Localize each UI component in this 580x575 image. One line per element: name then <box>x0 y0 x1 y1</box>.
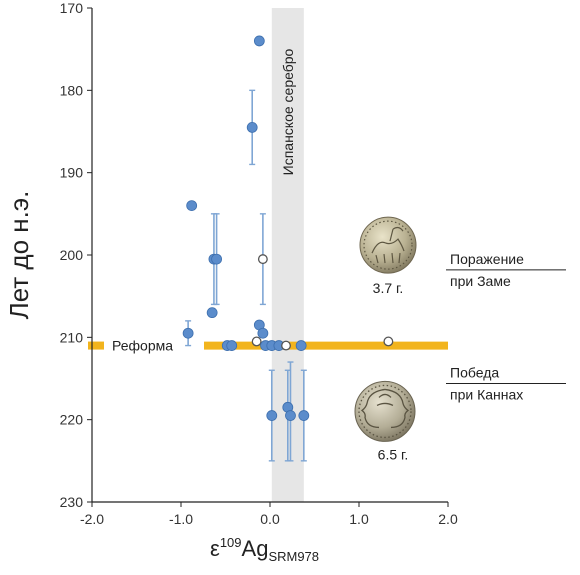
y-tick-label: 230 <box>60 494 84 510</box>
horses-outline <box>371 238 405 254</box>
coin-weight-label: 6.5 г. <box>378 446 409 462</box>
data-point-open <box>257 254 268 265</box>
janus-hair <box>376 393 394 407</box>
coin-disc <box>359 216 417 274</box>
x-label-element: Ag <box>242 536 269 561</box>
janus-left-face <box>360 388 386 429</box>
data-point <box>186 200 198 212</box>
x-tick-label: 2.0 <box>438 511 458 527</box>
x-axis-label: ε109AgSRM978 <box>210 535 319 564</box>
coin-rim <box>358 384 412 439</box>
x-ticks: -2.0 -1.0 0.0 1.0 2.0 <box>80 502 458 527</box>
event-cannae-line2: при Каннах <box>450 386 523 402</box>
x-tick-label: -1.0 <box>169 511 193 527</box>
janus-motif <box>358 384 412 439</box>
y-tick-label: 220 <box>60 412 84 428</box>
event-zama-line1: Поражение <box>450 251 524 267</box>
x-tick-label: 1.0 <box>349 511 369 527</box>
x-tick-label: -2.0 <box>80 511 104 527</box>
y-ticks: 170 180 190 200 210 220 230 <box>60 0 92 510</box>
x-label-epsilon: ε <box>210 536 220 561</box>
rider-figure <box>389 226 404 242</box>
event-cannae-line1: Победа <box>450 364 499 380</box>
data-point-open <box>251 336 262 347</box>
janus-head-coin-icon <box>354 380 416 442</box>
data-point <box>285 410 296 421</box>
x-tick-label: 0.0 <box>260 511 280 527</box>
data-point <box>257 327 269 339</box>
spanish-silver-label: Испанское серебро <box>280 48 296 175</box>
coin-rim <box>363 220 413 270</box>
y-tick-label: 190 <box>60 165 84 181</box>
data-point <box>298 410 310 421</box>
y-tick-label: 210 <box>60 329 84 345</box>
data-point <box>182 327 194 339</box>
data-point <box>211 253 223 265</box>
data-point-open <box>383 336 394 347</box>
data-point <box>295 340 307 351</box>
horse-legs <box>375 253 401 264</box>
y-axis-label: Лет до н.э. <box>4 191 34 320</box>
y-tick-label: 170 <box>60 0 84 16</box>
data-point <box>226 340 238 351</box>
janus-right-face <box>384 388 410 429</box>
data-point <box>246 121 258 133</box>
data-point-open <box>281 340 291 351</box>
data-points <box>182 35 394 421</box>
quadriga-motif <box>363 220 413 270</box>
historical-events: Поражение при Заме Победа при Каннах <box>446 251 566 402</box>
y-tick-label: 180 <box>60 82 84 98</box>
quadriga-coin-icon <box>359 216 417 274</box>
reform-label: Реформа <box>112 338 173 354</box>
data-point <box>253 35 265 47</box>
event-zama-line2: при Заме <box>450 273 511 289</box>
data-point <box>266 410 278 421</box>
data-point <box>206 307 218 319</box>
x-label-sup: 109 <box>220 535 242 550</box>
y-tick-label: 200 <box>60 247 84 263</box>
x-label-sub: SRM978 <box>268 549 319 564</box>
coin-weight-label: 3.7 г. <box>373 280 404 296</box>
